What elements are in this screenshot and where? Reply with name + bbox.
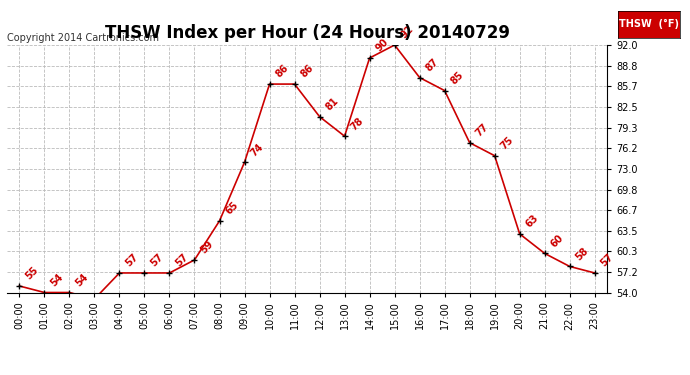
Text: 54: 54	[74, 272, 90, 288]
Text: 59: 59	[199, 239, 215, 256]
Text: 65: 65	[224, 200, 240, 217]
Text: 57: 57	[174, 252, 190, 269]
Text: 58: 58	[574, 246, 591, 262]
Text: 77: 77	[474, 122, 491, 138]
Text: Copyright 2014 Cartronics.com: Copyright 2014 Cartronics.com	[7, 33, 159, 42]
Text: 86: 86	[299, 63, 315, 80]
Text: 78: 78	[348, 115, 366, 132]
Text: 57: 57	[599, 252, 615, 269]
Text: 86: 86	[274, 63, 290, 80]
Text: 81: 81	[324, 96, 340, 112]
Title: THSW Index per Hour (24 Hours) 20140729: THSW Index per Hour (24 Hours) 20140729	[105, 24, 509, 42]
Text: 57: 57	[148, 252, 165, 269]
Text: 74: 74	[248, 141, 265, 158]
Text: 92: 92	[399, 24, 415, 41]
Text: 57: 57	[124, 252, 140, 269]
Text: 63: 63	[524, 213, 540, 230]
Text: 60: 60	[549, 232, 565, 249]
Text: 53: 53	[0, 374, 1, 375]
Text: 85: 85	[448, 70, 466, 86]
Text: 55: 55	[23, 265, 40, 282]
Text: 87: 87	[424, 57, 440, 74]
Text: 90: 90	[374, 37, 391, 54]
Text: 54: 54	[48, 272, 65, 288]
Text: THSW  (°F): THSW (°F)	[619, 20, 678, 29]
Text: 75: 75	[499, 135, 515, 152]
